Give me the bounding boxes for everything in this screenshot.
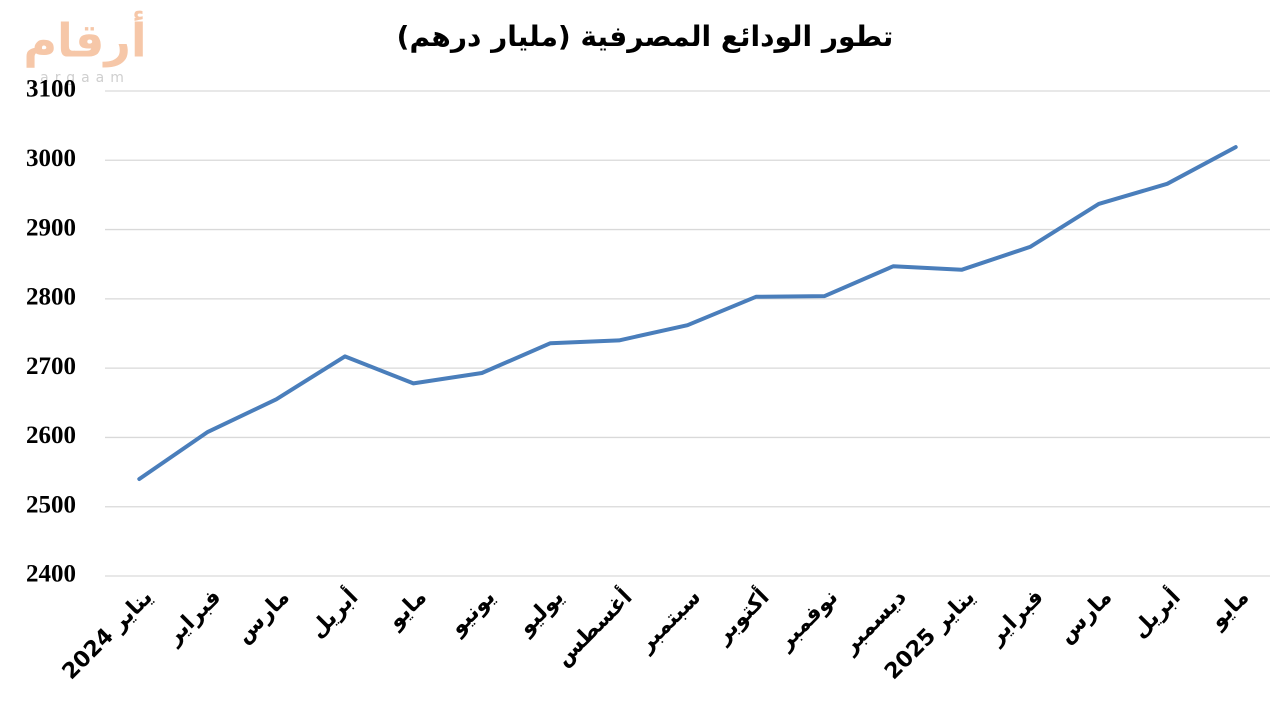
x-tick-label: يناير 2024 [58,585,158,685]
x-tick-label: يوليو [513,585,569,641]
x-tick-label: أبريل [1125,582,1186,643]
x-tick-label: يونيو [444,585,500,641]
y-tick-label: 3100 [26,76,76,103]
x-tick-label: مارس [1054,585,1118,649]
y-tick-label: 2600 [26,422,76,449]
x-tick-label: مارس [231,585,295,649]
y-tick-label: 3000 [26,145,76,172]
watermark: أرقام [23,11,146,68]
y-tick-label: 2800 [26,284,76,311]
x-tick-label: سبتمبر [633,585,706,658]
y-tick-label: 2500 [26,491,76,518]
x-tick-label: نوفمبر [772,585,843,656]
x-tick-label: مايو [382,585,431,634]
chart-title: تطور الودائع المصرفية (مليار درهم) [397,20,894,53]
x-tick-label: مايو [1205,585,1254,634]
x-tick-label: أبريل [302,582,363,643]
y-tick-label: 2700 [26,353,76,380]
y-tick-label: 2400 [26,561,76,588]
y-tick-label: 2900 [26,214,76,241]
data-line [137,145,1238,481]
x-tick-label: أكتوبر [707,582,774,649]
x-tick-label: فبراير [161,585,226,650]
watermark-sub: argaam [40,70,130,86]
x-tick-label: فبراير [983,585,1048,650]
